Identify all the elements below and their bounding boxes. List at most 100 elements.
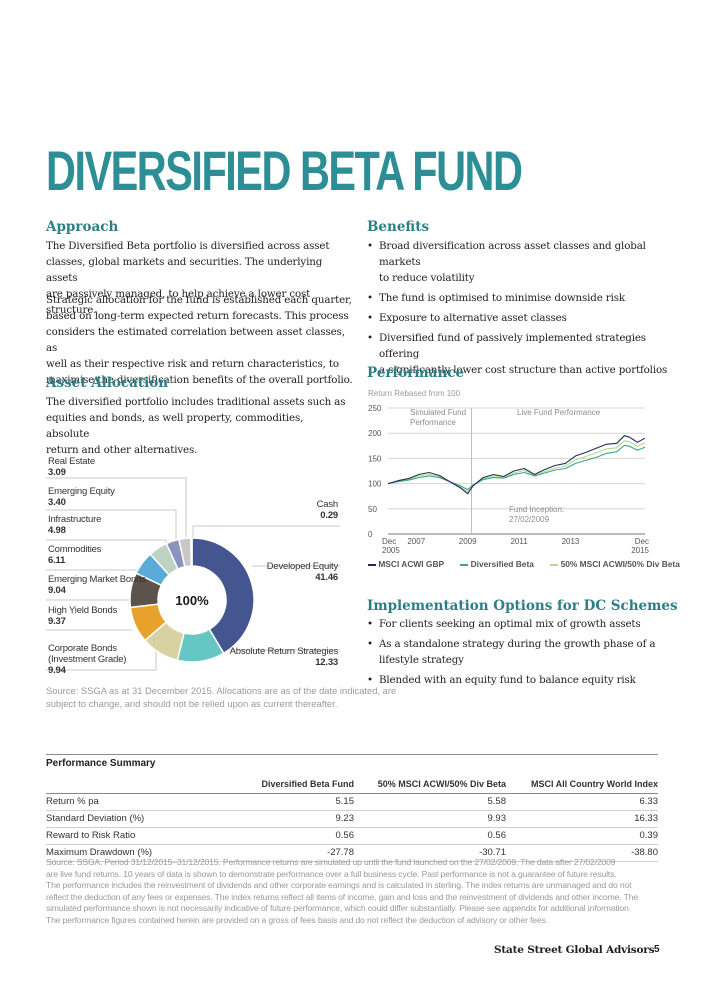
series-line-msci-acwi-gbp xyxy=(387,435,646,495)
annotation-live: Live Fund Performance xyxy=(517,408,601,417)
table-cell: 5.15 xyxy=(226,793,354,811)
implementation-list: For clients seeking an optimal mix of gr… xyxy=(367,616,677,692)
series-line-50-msci-acwi-50-div-beta xyxy=(387,440,646,493)
label-emerging-equity: Emerging Equity 3.40 xyxy=(48,486,115,508)
list-item: For clients seeking an optimal mix of gr… xyxy=(367,616,677,632)
approach-heading: Approach xyxy=(46,219,119,235)
page-number: 5 xyxy=(654,944,660,955)
row-label: Standard Deviation (%) xyxy=(46,810,226,828)
text-line: equities and bonds, as well property, co… xyxy=(46,412,304,440)
label-value: 0.29 xyxy=(320,510,338,521)
label-high-yield-bonds: High Yield Bonds 9.37 xyxy=(48,605,117,627)
footer-brand: State Street Global Advisors xyxy=(494,944,655,956)
performance-line-chart: Simulated Fund Performance Live Fund Per… xyxy=(368,404,650,555)
table-header-row: Diversified Beta Fund 50% MSCI ACWI/50% … xyxy=(46,776,658,794)
label-name: Real Estate xyxy=(48,456,95,467)
text-line: return and other alternatives. xyxy=(46,444,198,456)
label-infrastructure: Infrastructure 4.98 xyxy=(48,514,101,536)
leader-line-corporate-bonds xyxy=(46,650,157,671)
label-value: 4.98 xyxy=(48,525,66,536)
list-item: As a standalone strategy during the grow… xyxy=(367,636,677,668)
label-corporate-bonds: Corporate Bonds (Investment Grade) 9.94 xyxy=(48,643,126,676)
text-line: Exposure to alternative asset classes xyxy=(379,312,567,324)
text-line: well as their respective risk and return… xyxy=(46,358,339,370)
label-name: Corporate Bonds xyxy=(48,643,117,654)
row-label: Reward to Risk Ratio xyxy=(46,827,226,845)
table-cell: -38.80 xyxy=(506,844,658,862)
label-value: 9.37 xyxy=(48,616,66,627)
text-line: to reduce volatility xyxy=(379,272,475,284)
table-cell: -30.71 xyxy=(354,844,506,862)
table-cell: 9.23 xyxy=(226,810,354,828)
table-cell: 0.56 xyxy=(354,827,506,845)
label-real-estate: Real Estate 3.09 xyxy=(48,456,95,478)
column-header: Diversified Beta Fund xyxy=(226,776,354,794)
text-line: maximise the diversification benefits of… xyxy=(46,374,353,386)
label-cash: Cash 0.29 xyxy=(240,499,339,521)
label-developed-equity: Developed Equity 41.46 xyxy=(240,561,338,583)
label-absolute-return: Absolute Return Strategies 12.33 xyxy=(220,646,339,668)
x-tick-label: Dec xyxy=(635,537,649,546)
legend-swatch xyxy=(550,563,559,566)
label-name: Commodities xyxy=(48,544,102,555)
text-line: considers the estimated correlation betw… xyxy=(46,326,345,354)
performance-axis-caption: Return Rebased from 100 xyxy=(368,389,461,398)
legend-swatch xyxy=(368,563,376,566)
text-line: are passively managed, to help achieve a… xyxy=(46,288,311,316)
row-label: Maximum Drawdown (%) xyxy=(46,844,226,862)
legend-item: 50% MSCI ACWI/50% Div Beta xyxy=(550,559,680,569)
text-line: Blended with an equity fund to balance e… xyxy=(379,674,636,686)
benefits-list: Broad diversification across asset class… xyxy=(367,238,677,382)
table-row: Reward to Risk Ratio 0.56 0.56 0.39 xyxy=(46,827,658,845)
allocation-donut-chart: 100% xyxy=(46,477,340,671)
text-line: Broad diversification across asset class… xyxy=(379,240,646,268)
x-tick-label: 2009 xyxy=(459,537,477,546)
list-item: The fund is optimised to minimise downsi… xyxy=(367,290,677,306)
donut-slice-developed-equity xyxy=(191,537,255,655)
x-tick-label: 2013 xyxy=(562,537,580,546)
label-value: 9.04 xyxy=(48,585,66,596)
label-name: Emerging Market Bonds xyxy=(48,574,146,585)
table-row: Standard Deviation (%) 9.23 9.93 16.33 xyxy=(46,810,658,828)
page-title: DIVERSIFIED BETA FUND xyxy=(46,139,523,202)
label-name: Absolute Return Strategies xyxy=(229,646,339,657)
legend-item: MSCI ACWI GBP xyxy=(368,559,446,569)
leader-line-cash xyxy=(192,525,340,538)
label-name: (Investment Grade) xyxy=(48,654,127,665)
row-label: Return % pa xyxy=(46,793,226,811)
y-tick-label: 250 xyxy=(368,404,382,413)
table-cell: 9.93 xyxy=(354,810,506,828)
text-line: The performance includes the reinvestmen… xyxy=(46,880,632,891)
label-name: Cash xyxy=(316,499,339,510)
text-line: Strategic allocation for the fund is est… xyxy=(46,294,352,306)
text-line: subject to change, and should not be rel… xyxy=(46,697,338,709)
annotation-simulated-1: Simulated Fund xyxy=(410,408,466,417)
text-line: As a standalone strategy during the grow… xyxy=(379,638,656,650)
performance-legend: MSCI ACWI GBP Diversified Beta 50% MSCI … xyxy=(368,559,680,569)
table-cell: 16.33 xyxy=(506,810,658,828)
performance-heading: Performance xyxy=(367,365,465,381)
table-row: Return % pa 5.15 5.58 6.33 xyxy=(46,793,658,811)
y-tick-label: 50 xyxy=(368,505,377,514)
text-line: Source: SSGA as at 31 December 2015. All… xyxy=(46,685,397,696)
list-item: Exposure to alternative asset classes xyxy=(367,310,677,326)
label-value: 9.94 xyxy=(48,665,66,676)
performance-summary-table: Diversified Beta Fund 50% MSCI ACWI/50% … xyxy=(46,776,658,862)
legend-item: Diversified Beta xyxy=(460,559,536,569)
allocation-source-note: Source: SSGA as at 31 December 2015. All… xyxy=(46,685,396,710)
label-value: 3.09 xyxy=(48,467,66,478)
table-cell: 5.58 xyxy=(354,793,506,811)
legend-label: 50% MSCI ACWI/50% Div Beta xyxy=(560,559,680,569)
series-line-diversified-beta xyxy=(387,444,646,491)
label-emerging-market-bonds: Emerging Market Bonds 9.04 xyxy=(48,574,146,596)
legend-swatch xyxy=(460,563,469,566)
x-tick-label: 2015 xyxy=(631,546,649,555)
table-cell: 6.33 xyxy=(506,793,658,811)
text-line: Diversified fund of passively implemente… xyxy=(379,332,646,360)
text-line: The diversified portfolio includes tradi… xyxy=(46,396,346,408)
performance-summary-divider xyxy=(46,754,658,755)
y-tick-label: 150 xyxy=(368,454,382,463)
performance-source-note: Source: SSGA. Period 31/12/2015–31/12/20… xyxy=(46,857,666,927)
label-value: 3.40 xyxy=(48,497,66,508)
label-value: 41.46 xyxy=(315,572,338,583)
